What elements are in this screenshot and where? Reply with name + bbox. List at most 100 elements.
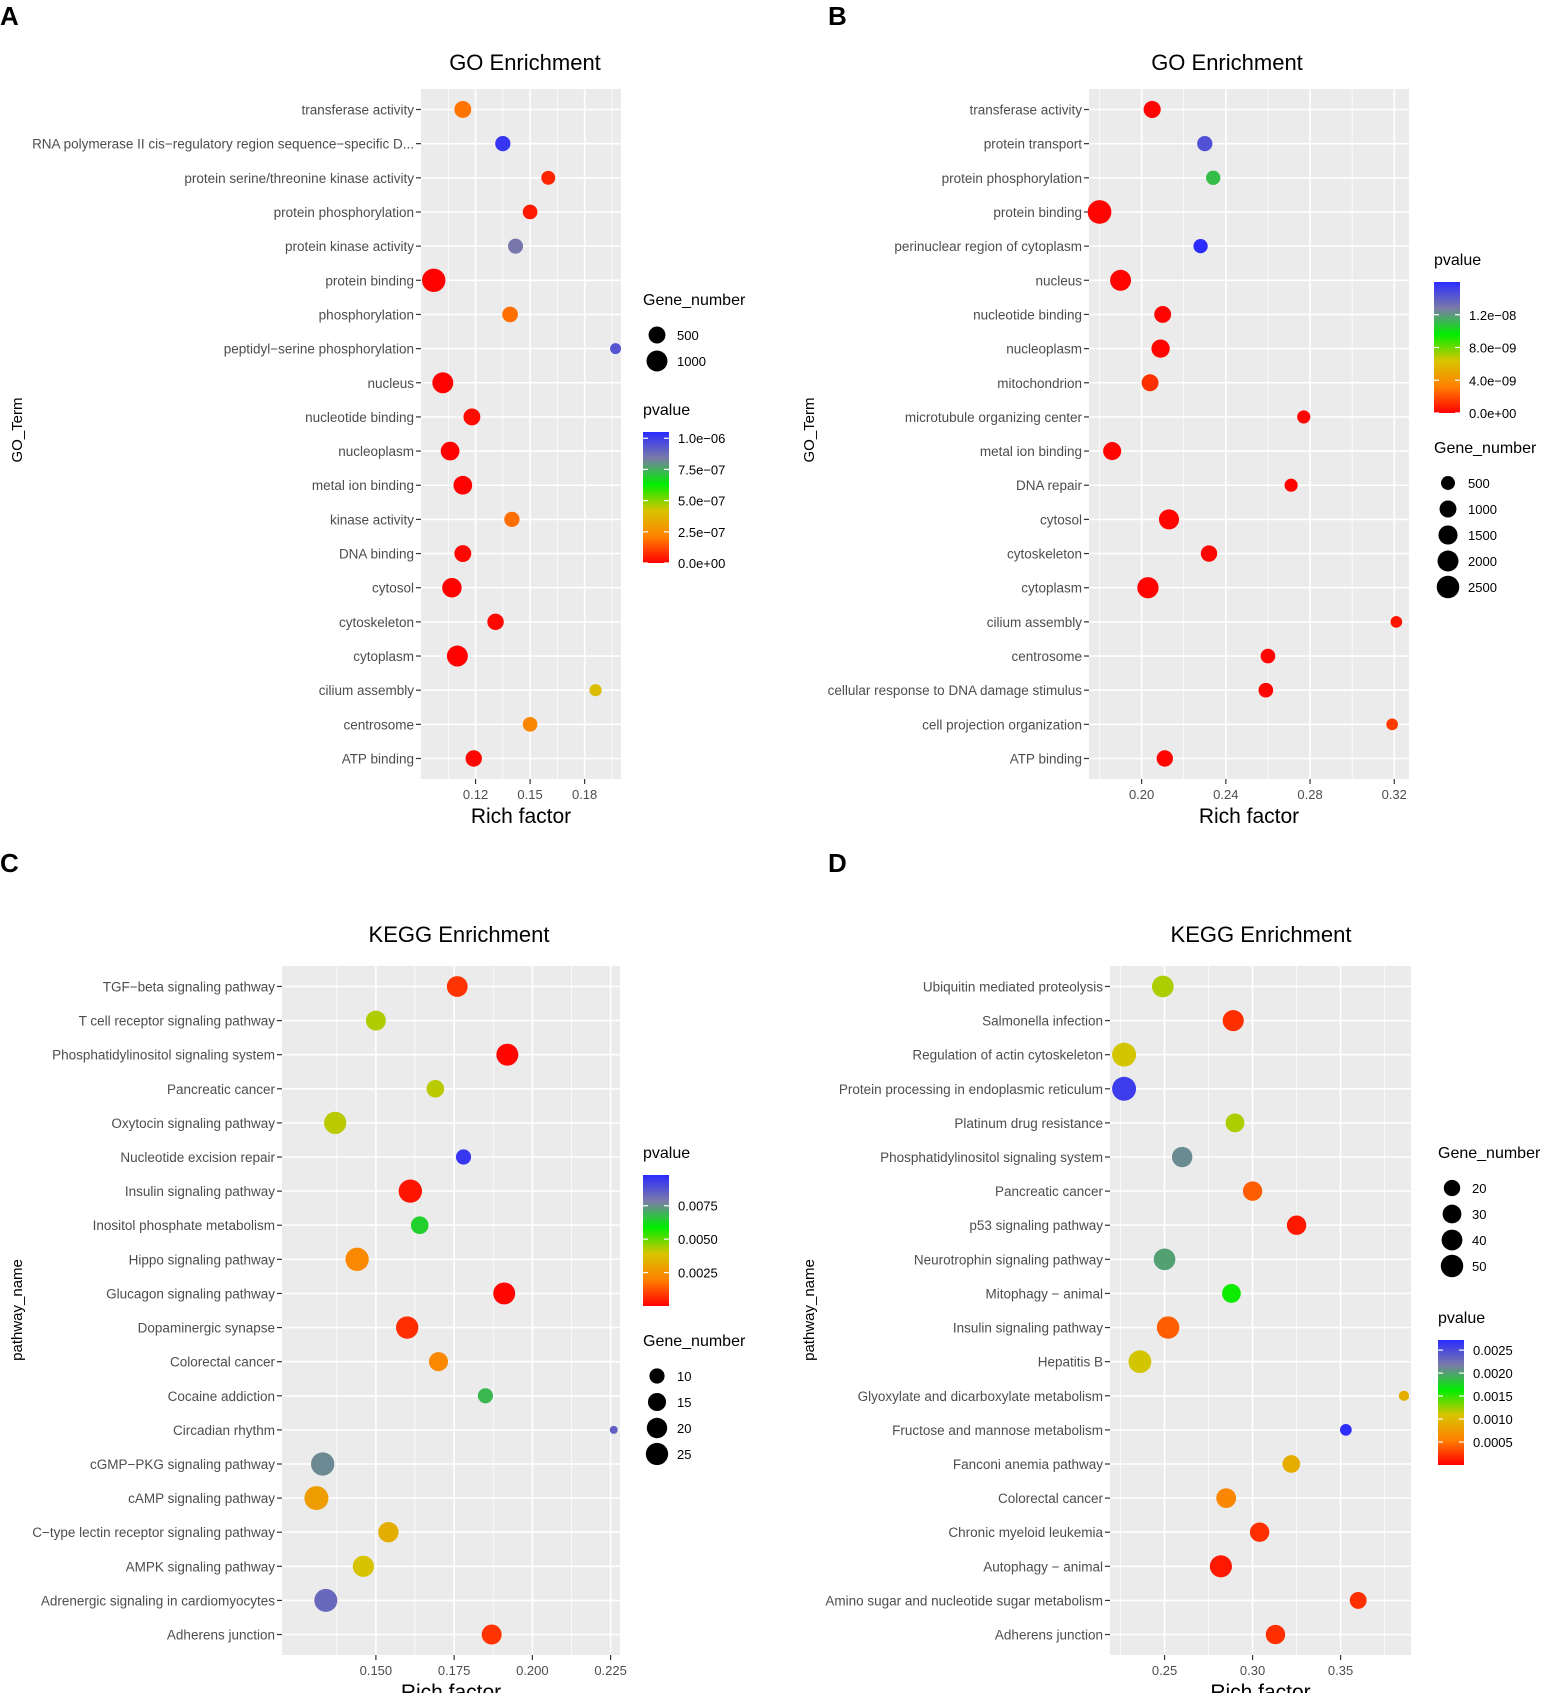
y-tick-label: protein binding [993, 205, 1082, 220]
x-tick-label: 0.24 [1213, 787, 1238, 802]
x-tick-label: 0.12 [463, 787, 488, 802]
data-point [453, 475, 473, 495]
y-tick-label: Inositol phosphate metabolism [93, 1218, 275, 1233]
y-tick-label: DNA binding [339, 547, 414, 562]
y-tick-label: centrosome [343, 717, 414, 732]
size-legend-dot [1441, 476, 1455, 490]
y-tick-label: p53 signaling pathway [969, 1218, 1103, 1233]
data-point [442, 577, 462, 598]
size-legend-label: 1500 [1468, 528, 1497, 543]
size-legend-dot [1438, 525, 1458, 545]
y-tick-label: protein serine/threonine kinase activity [184, 171, 414, 186]
data-point [1225, 1113, 1245, 1133]
y-tick-label: Phosphatidylinositol signaling system [52, 1048, 275, 1063]
y-tick-label: Adrenergic signaling in cardiomyocytes [41, 1593, 275, 1608]
y-tick-label: Colorectal cancer [998, 1491, 1104, 1506]
data-point [1286, 1215, 1307, 1235]
data-point [508, 238, 524, 254]
size-legend-label: 2000 [1468, 554, 1497, 569]
size-legend-dot [1442, 1204, 1462, 1224]
x-axis-title: Rich factor [471, 805, 571, 828]
y-tick-label: transferase activity [969, 102, 1082, 117]
color-legend-label: 0.0e+00 [1469, 406, 1516, 421]
data-point [1265, 1624, 1286, 1645]
plot-background [1089, 89, 1409, 779]
data-point [454, 101, 472, 118]
data-point [463, 408, 481, 426]
size-legend-dot [1437, 550, 1459, 572]
size-legend-label: 30 [1472, 1207, 1486, 1222]
color-legend-label: 0.0050 [678, 1232, 718, 1247]
y-tick-label: Pancreatic cancer [995, 1184, 1104, 1199]
y-tick-label: Hippo signaling pathway [129, 1252, 276, 1267]
y-tick-label: cytoplasm [353, 649, 414, 664]
y-tick-label: Dopaminergic synapse [138, 1321, 275, 1336]
color-legend-label: 0.0075 [678, 1199, 718, 1214]
color-legend-label: 2.5e−07 [678, 525, 725, 540]
color-legend-bar [1438, 1340, 1464, 1465]
data-point [410, 1216, 429, 1235]
data-point [1242, 1181, 1263, 1201]
size-legend-dot [647, 1392, 667, 1412]
y-tick-label: Glyoxylate and dicarboxylate metabolism [858, 1389, 1103, 1404]
data-point [1340, 1424, 1352, 1436]
data-point [495, 136, 511, 152]
data-point [304, 1486, 329, 1511]
size-legend-label: 500 [677, 328, 699, 343]
data-point [378, 1522, 399, 1543]
data-point [589, 684, 602, 697]
size-legend-label: 10 [677, 1369, 691, 1384]
panel-C: C KEGG Enrichment TGF−beta signaling pathw… [0, 848, 746, 1693]
y-tick-label: Pancreatic cancer [167, 1082, 276, 1097]
y-tick-label: Protein processing in endoplasmic reticu… [839, 1082, 1103, 1097]
size-legend-label: 40 [1472, 1233, 1486, 1248]
x-tick-label: 0.200 [516, 1663, 549, 1678]
x-tick-label: 0.150 [360, 1663, 393, 1678]
data-point [1128, 1350, 1152, 1374]
x-tick-label: 0.225 [594, 1663, 627, 1678]
data-point [522, 717, 538, 732]
y-tick-label: nucleoplasm [1006, 342, 1082, 357]
data-point [446, 645, 468, 667]
data-point [1110, 269, 1132, 291]
data-point [541, 170, 556, 185]
y-tick-label: nucleotide binding [973, 307, 1082, 322]
y-tick-label: metal ion binding [980, 444, 1082, 459]
y-axis-title: GO_Term [9, 397, 26, 462]
y-tick-label: Circadian rhythm [173, 1423, 275, 1438]
x-tick-label: 0.28 [1297, 787, 1322, 802]
color-legend-bar [643, 1175, 669, 1306]
y-tick-label: nucleoplasm [338, 444, 414, 459]
y-tick-label: nucleotide binding [305, 410, 414, 425]
y-tick-label: Mitophagy − animal [986, 1286, 1103, 1301]
y-tick-label: transferase activity [301, 102, 414, 117]
data-point [465, 750, 482, 767]
data-point [432, 372, 454, 394]
color-legend-label: 0.0e+00 [678, 556, 725, 571]
y-tick-label: cell projection organization [922, 717, 1082, 732]
chart-title: KEGG Enrichment [1171, 922, 1352, 947]
color-legend-label: 1.2e−08 [1469, 308, 1516, 323]
data-point [1216, 1488, 1237, 1509]
data-point [1154, 305, 1172, 323]
size-legend-dot [1439, 500, 1457, 518]
x-tick-label: 0.32 [1382, 787, 1407, 802]
y-tick-label: Amino sugar and nucleotide sugar metabol… [825, 1593, 1103, 1608]
x-axis-title: Rich factor [401, 1681, 501, 1693]
y-tick-label: cytoplasm [1021, 581, 1082, 596]
color-legend-label: 0.0015 [1473, 1389, 1513, 1404]
plot-background [1110, 966, 1411, 1655]
panel-A: A GO Enrichment transferase activity RNA po… [0, 1, 746, 828]
y-tick-label: protein transport [984, 137, 1083, 152]
y-tick-label: perinuclear region of cytoplasm [894, 239, 1082, 254]
data-point [345, 1247, 369, 1272]
y-tick-label: Ubiquitin mediated proteolysis [923, 979, 1103, 994]
color-legend-label: 8.0e−09 [1469, 341, 1516, 356]
y-tick-label: phosphorylation [319, 307, 414, 322]
data-point [396, 1316, 419, 1339]
y-tick-label: Oxytocin signaling pathway [111, 1116, 275, 1131]
y-tick-label: Colorectal cancer [170, 1355, 276, 1370]
y-tick-label: protein kinase activity [285, 239, 414, 254]
y-tick-label: Hepatitis B [1038, 1355, 1103, 1370]
y-tick-label: Fanconi anemia pathway [953, 1457, 1103, 1472]
